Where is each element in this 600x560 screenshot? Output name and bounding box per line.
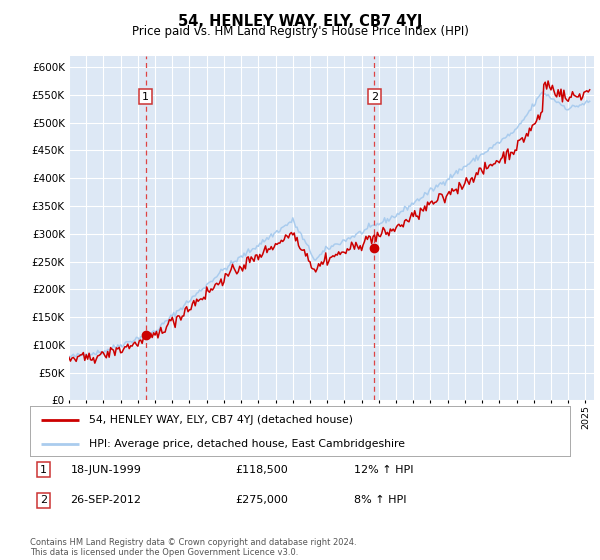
Text: 26-SEP-2012: 26-SEP-2012 — [71, 496, 142, 505]
Text: 1: 1 — [40, 465, 47, 474]
Text: 2: 2 — [40, 496, 47, 505]
Text: 1: 1 — [142, 91, 149, 101]
Text: Contains HM Land Registry data © Crown copyright and database right 2024.
This d: Contains HM Land Registry data © Crown c… — [30, 538, 356, 557]
Text: 12% ↑ HPI: 12% ↑ HPI — [354, 465, 413, 474]
Text: Price paid vs. HM Land Registry's House Price Index (HPI): Price paid vs. HM Land Registry's House … — [131, 25, 469, 38]
Text: 8% ↑ HPI: 8% ↑ HPI — [354, 496, 407, 505]
Text: 54, HENLEY WAY, ELY, CB7 4YJ: 54, HENLEY WAY, ELY, CB7 4YJ — [178, 14, 422, 29]
Text: £275,000: £275,000 — [235, 496, 288, 505]
Text: HPI: Average price, detached house, East Cambridgeshire: HPI: Average price, detached house, East… — [89, 439, 406, 449]
Text: £118,500: £118,500 — [235, 465, 288, 474]
Text: 18-JUN-1999: 18-JUN-1999 — [71, 465, 142, 474]
Text: 2: 2 — [371, 91, 378, 101]
Text: 54, HENLEY WAY, ELY, CB7 4YJ (detached house): 54, HENLEY WAY, ELY, CB7 4YJ (detached h… — [89, 414, 353, 424]
